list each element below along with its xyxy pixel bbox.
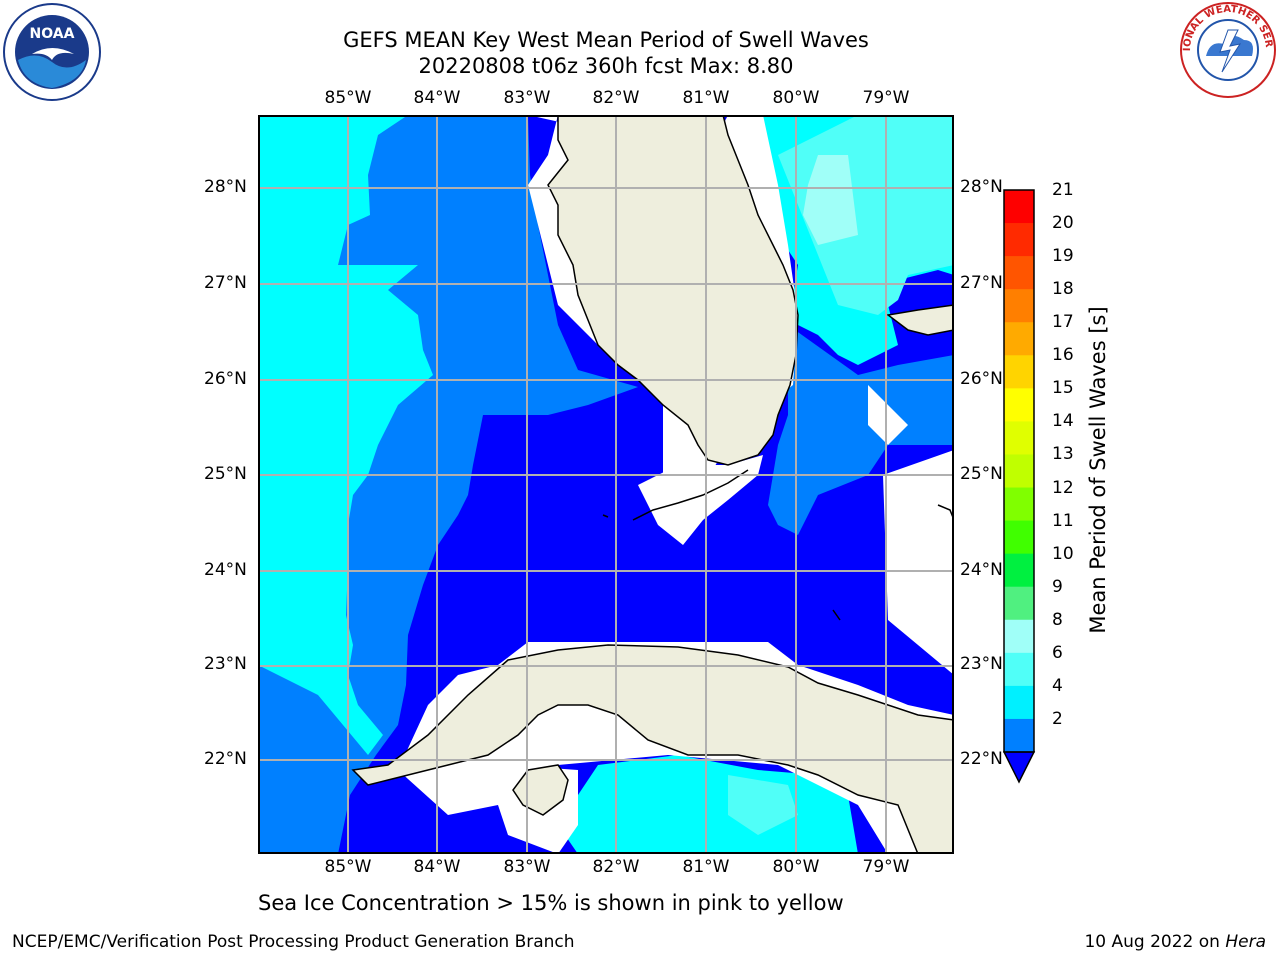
florida-landmass [547, 115, 799, 466]
lat-label-left: 28°N [204, 177, 247, 197]
map-frame [258, 115, 954, 854]
colorbar-tick-label: 15 [1052, 378, 1074, 399]
lat-label-right: 25°N [960, 464, 1003, 484]
lat-label-right: 27°N [960, 273, 1003, 293]
colorbar-swatch [1004, 553, 1034, 588]
colorbar-tick-label: 20 [1052, 213, 1074, 234]
cuba-landmass [351, 644, 954, 854]
lat-label-left: 22°N [204, 749, 247, 769]
colorbar-swatch [1004, 256, 1034, 290]
colorbar-tick-label: 16 [1052, 345, 1074, 366]
lon-label-bottom: 84°W [413, 857, 461, 877]
map-subtitle: 20220808 t06z 360h fcst Max: 8.80 [418, 54, 794, 78]
lon-label-top: 81°W [682, 88, 730, 108]
lon-label-bottom: 81°W [682, 857, 730, 877]
lon-label-top: 82°W [592, 88, 640, 108]
colorbar-tick-label: 21 [1052, 180, 1074, 200]
colorbar-tick-label: 10 [1052, 543, 1074, 564]
lat-label-right: 26°N [960, 369, 1003, 389]
svg-text:NOAA: NOAA [30, 26, 75, 42]
lat-label-right: 22°N [960, 749, 1003, 769]
lon-label-bottom: 85°W [324, 857, 372, 877]
colorbar-swatch [1004, 652, 1034, 687]
colorbar-tick-label: 17 [1052, 312, 1074, 333]
lon-label-top: 84°W [413, 88, 461, 108]
colorbar-extend-arrow [1003, 751, 1036, 784]
colorbar-tick-label: 19 [1052, 246, 1074, 267]
lon-label-bottom: 80°W [772, 857, 820, 877]
period-region-6-8-west [258, 115, 433, 755]
lon-label-top: 83°W [503, 88, 551, 108]
generation-info: 10 Aug 2022 on Hera [1084, 932, 1266, 952]
colorbar-swatch [1004, 718, 1034, 753]
colorbar-tick-label: 2 [1052, 708, 1063, 729]
period-region-9-10 [803, 155, 858, 245]
colorbar-frame [1003, 189, 1035, 753]
swell-period-map [258, 115, 954, 854]
colorbar-swatch [1004, 190, 1034, 224]
period-region-4-6-east [768, 325, 954, 535]
colorbar-swatch [1004, 421, 1034, 455]
lon-label-top: 80°W [772, 88, 820, 108]
lat-label-left: 23°N [204, 654, 247, 674]
noaa-logo: NOAA [3, 3, 101, 101]
colorbar-swatch [1004, 685, 1034, 720]
period-region-6-8-south [558, 755, 858, 854]
lon-label-bottom: 79°W [862, 857, 910, 877]
no-data-area [638, 455, 763, 545]
colorbar-tick-label: 14 [1052, 411, 1074, 432]
colorbar-tick-label: 18 [1052, 279, 1074, 300]
colorbar-swatch [1004, 223, 1034, 257]
colorbar-swatch [1004, 586, 1034, 621]
sea-ice-note: Sea Ice Concentration > 15% is shown in … [258, 891, 844, 915]
no-data-area [883, 450, 954, 675]
colorbar-swatch [1004, 388, 1034, 422]
lon-label-bottom: 83°W [503, 857, 551, 877]
lat-label-left: 25°N [204, 464, 247, 484]
colorbar-swatch [1004, 454, 1034, 489]
lon-label-bottom: 82°W [592, 857, 640, 877]
lon-label-top: 85°W [324, 88, 372, 108]
generation-machine: Hera [1225, 932, 1266, 952]
period-region-8-9-south [728, 775, 798, 835]
colorbar [1003, 189, 1036, 784]
nws-logo: NATIONAL WEATHER SERVICE [1176, 0, 1276, 98]
lat-label-right: 23°N [960, 654, 1003, 674]
lat-label-left: 27°N [204, 273, 247, 293]
colorbar-swatch [1004, 289, 1034, 323]
lon-label-top: 79°W [862, 88, 910, 108]
producer-credit: NCEP/EMC/Verification Post Processing Pr… [12, 932, 575, 952]
lat-label-left: 26°N [204, 369, 247, 389]
colorbar-swatch [1004, 520, 1034, 555]
florida-keys [602, 469, 749, 521]
lat-label-left: 24°N [204, 560, 247, 580]
colorbar-swatch [1004, 355, 1034, 389]
map-title: GEFS MEAN Key West Mean Period of Swell … [343, 28, 869, 52]
generation-date: 10 Aug 2022 on [1084, 932, 1220, 952]
colorbar-swatch [1004, 619, 1034, 654]
colorbar-swatch [1004, 487, 1034, 522]
colorbar-tick-label: 13 [1052, 444, 1074, 465]
colorbar-tick-label: 9 [1052, 576, 1063, 597]
graticule [258, 115, 954, 854]
no-data-area [868, 385, 908, 445]
colorbar-tick-label: 4 [1052, 675, 1063, 696]
bahamas-landmass [886, 304, 954, 336]
colorbar-swatch [1004, 322, 1034, 356]
lat-label-right: 28°N [960, 177, 1003, 197]
colorbar-tick-label: 6 [1052, 642, 1063, 663]
colorbar-label: Mean Period of Swell Waves [s] [1086, 306, 1110, 634]
colorbar-tick-label: 8 [1052, 609, 1063, 630]
lat-label-right: 24°N [960, 560, 1003, 580]
colorbar-tick-label: 12 [1052, 477, 1074, 498]
colorbar-tick-label: 11 [1052, 510, 1074, 531]
